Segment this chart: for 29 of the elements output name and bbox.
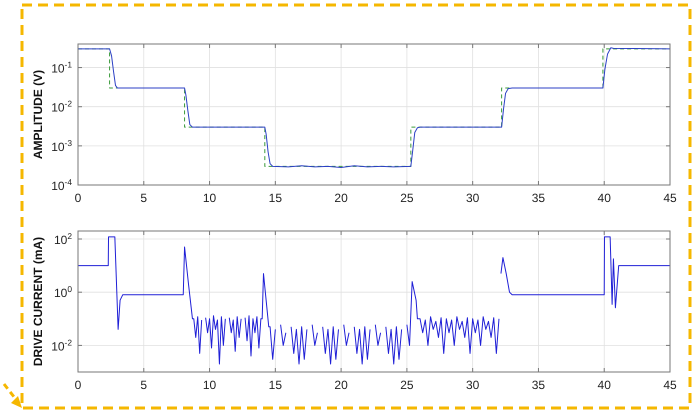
y-axis-title: AMPLITUDE (V) <box>31 70 45 160</box>
x-tick-label: 15 <box>268 191 282 205</box>
y-tick-label: 10$^{-4}$ <box>51 177 72 193</box>
x-tick-label: 35 <box>532 378 546 392</box>
x-tick-label: 25 <box>400 191 414 205</box>
x-tick-label: 30 <box>466 378 480 392</box>
y-tick-label: 10$^{-3}$ <box>51 138 72 154</box>
y-tick-label: 10$^{-2}$ <box>51 337 72 354</box>
y-tick-label: 10$^{2}$ <box>54 231 72 248</box>
x-tick-label: 25 <box>400 378 414 392</box>
x-tick-label: 10 <box>202 378 217 392</box>
x-tick-label: 30 <box>466 191 480 205</box>
x-tick-label: 0 <box>74 378 82 392</box>
x-tick-label: 10 <box>202 191 217 205</box>
x-tick-label: 20 <box>334 191 348 205</box>
x-tick-label: 35 <box>532 191 546 205</box>
x-tick-label: 5 <box>140 191 148 205</box>
x-tick-label: 45 <box>663 191 677 205</box>
x-tick-label: 40 <box>598 191 612 205</box>
x-tick-label: 0 <box>74 191 82 205</box>
x-tick-label: 5 <box>140 378 148 392</box>
y-tick-label: 10$^{0}$ <box>54 284 72 300</box>
x-tick-label: 15 <box>268 378 282 392</box>
y-tick-label: 10$^{-1}$ <box>51 60 72 76</box>
y-axis-title: DRIVE CURRENT (mA) <box>31 236 45 366</box>
x-tick-label: 20 <box>334 378 348 392</box>
x-tick-label: 40 <box>598 378 612 392</box>
y-tick-label: 10$^{-2}$ <box>51 98 72 115</box>
x-tick-label: 45 <box>663 378 677 392</box>
